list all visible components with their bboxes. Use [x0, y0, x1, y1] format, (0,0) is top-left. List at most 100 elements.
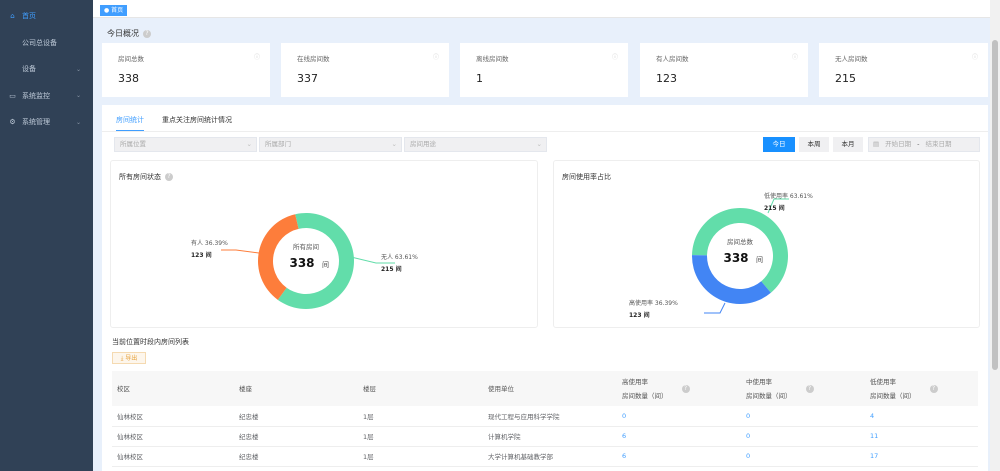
tab-tag-home[interactable]: ● 首页: [100, 5, 128, 16]
sidebar-item-home[interactable]: ⌂ 首页: [0, 3, 93, 30]
table-cell[interactable]: 0: [741, 406, 865, 427]
table-row[interactable]: 仙林校区 纪忠楼 1层 现代工程与应用科学学院 0 0 4: [112, 406, 978, 427]
sidebar-item-label: 公司总设备: [22, 38, 57, 47]
select-placeholder: 房间用途: [410, 140, 436, 148]
slice-value: 215 间: [764, 204, 785, 212]
topbar: ● 首页: [93, 0, 990, 18]
center-value: 338: [723, 251, 748, 265]
start-date-input[interactable]: 开始日期: [885, 140, 912, 148]
info-icon[interactable]: ⓘ: [432, 54, 439, 61]
stat-card-empty: 无人房间数 215 ⓘ: [819, 43, 988, 97]
label-line: [350, 256, 395, 264]
table-cell[interactable]: 6: [617, 446, 741, 467]
slice-value: 123 间: [629, 311, 650, 319]
tab-divider: [102, 131, 988, 132]
donut-slice-1: [692, 255, 771, 304]
sidebar-item-monitor[interactable]: ▭ 系统监控 ⌄: [0, 83, 93, 110]
help-icon[interactable]: ?: [165, 173, 173, 181]
scrollbar[interactable]: [990, 0, 1000, 471]
slice-value: 215 间: [381, 265, 402, 273]
stat-card-offline: 离线房间数 1 ⓘ: [460, 43, 628, 97]
select-placeholder: 所属位置: [120, 140, 146, 148]
table-cell: 纪忠楼: [234, 446, 358, 467]
table-cell[interactable]: 0: [741, 426, 865, 447]
stat-label: 在线房间数: [297, 55, 330, 63]
column-header: 使用单位: [483, 371, 617, 406]
sidebar-item-label: 设备: [22, 65, 36, 74]
table-row[interactable]: 仙林校区 纪忠楼 1层 计算机学院 6 0 11: [112, 426, 978, 447]
table-title: 当前位置时段内房间列表: [112, 338, 189, 346]
tab-focus-rooms[interactable]: 重点关注房间统计情况: [162, 116, 232, 124]
scrollbar-thumb[interactable]: [992, 40, 998, 370]
info-icon[interactable]: ⓘ: [971, 54, 978, 61]
table-cell: 1层: [358, 446, 483, 467]
export-button[interactable]: ⤓ 导出: [112, 352, 146, 364]
sidebar-item-company-devices[interactable]: 公司总设备: [0, 30, 93, 57]
stat-value: 123: [656, 72, 677, 85]
column-header: 低使用率房间数量（间）?: [865, 371, 978, 406]
sidebar-item-label: 系统管理: [22, 118, 50, 127]
table-cell[interactable]: 0: [617, 406, 741, 427]
table-cell[interactable]: 11: [865, 426, 978, 447]
chevron-down-icon: ⌄: [536, 140, 542, 148]
calendar-icon: ▤: [873, 140, 880, 148]
today-button[interactable]: 今日: [763, 137, 795, 152]
month-button[interactable]: 本月: [833, 137, 863, 152]
table-cell: 大学计算机基础教学部: [483, 446, 617, 467]
sidebar-item-devices[interactable]: 设备 ⌄: [0, 56, 93, 83]
date-range-picker[interactable]: ▤ 开始日期 - 结束日期: [868, 137, 980, 152]
usage-rate-chart: 房间使用率占比 低使用率 63.61% 215 间高使用率 36.39% 123 间…: [553, 160, 980, 328]
center-unit: 间: [756, 256, 763, 264]
week-button[interactable]: 本周: [799, 137, 829, 152]
date-separator: -: [917, 140, 920, 148]
table-cell[interactable]: 4: [865, 406, 978, 427]
table-cell: 现代工程与应用科学学院: [483, 406, 617, 427]
column-header-sub: 房间数量（间）: [746, 391, 792, 400]
table-cell[interactable]: 6: [617, 426, 741, 447]
sidebar: ⌂ 首页 公司总设备 设备 ⌄ ▭ 系统监控 ⌄ ⚙ 系统管理 ⌄: [0, 0, 93, 471]
usage-select[interactable]: 房间用途 ⌄: [404, 137, 547, 152]
chevron-down-icon: ⌄: [75, 65, 81, 73]
export-label: 导出: [125, 355, 138, 362]
end-date-input[interactable]: 结束日期: [925, 140, 952, 148]
slice-label: 有人 36.39%: [191, 239, 228, 247]
stat-value: 1: [476, 72, 483, 85]
column-header: 楼层: [358, 371, 483, 406]
label-line: [767, 198, 789, 214]
chart-title: 房间使用率占比: [562, 173, 611, 181]
slice-label: 无人 63.61%: [381, 254, 418, 261]
tab-room-stats[interactable]: 房间统计: [116, 115, 144, 131]
overview-title-text: 今日概况: [107, 29, 139, 38]
stat-label: 有人房间数: [656, 55, 689, 63]
table-cell[interactable]: 0: [741, 446, 865, 467]
download-icon: ⤓: [120, 355, 124, 362]
info-icon[interactable]: ⓘ: [611, 54, 618, 61]
column-header: 楼座: [234, 371, 358, 406]
chevron-down-icon: ⌄: [75, 92, 81, 100]
table-row[interactable]: 仙林校区 纪忠楼 1层 大学计算机基础教学部 6 0 17: [112, 446, 978, 467]
center-value: 338: [289, 256, 314, 270]
table-cell[interactable]: 17: [865, 446, 978, 467]
info-icon[interactable]: ⓘ: [253, 54, 260, 61]
table-cell: 1层: [358, 406, 483, 427]
gear-icon: ⚙: [9, 118, 16, 127]
column-header-title: 低使用率: [870, 377, 896, 386]
location-select[interactable]: 所属位置 ⌄: [114, 137, 257, 152]
slice-label: 高使用率 36.39%: [629, 299, 678, 307]
column-header-sub: 房间数量（间）: [622, 391, 668, 400]
sidebar-item-system[interactable]: ⚙ 系统管理 ⌄: [0, 109, 93, 136]
help-icon[interactable]: ?: [143, 29, 151, 38]
column-header-sub: 房间数量（间）: [870, 391, 916, 400]
chart-title: 所有房间状态: [119, 173, 161, 181]
column-header: 高使用率 房间数量（间）?: [617, 371, 741, 406]
table-cell: 仙林校区: [112, 426, 234, 447]
help-icon[interactable]: ?: [805, 384, 814, 393]
department-select[interactable]: 所属部门 ⌄: [259, 137, 402, 152]
help-icon[interactable]: ?: [929, 384, 938, 393]
stat-value: 338: [118, 72, 139, 85]
tag-label: 首页: [111, 7, 124, 14]
chevron-down-icon: ⌄: [391, 140, 397, 148]
info-icon[interactable]: ⓘ: [791, 54, 798, 61]
label-line: [221, 249, 260, 254]
help-icon[interactable]: ?: [681, 384, 690, 393]
